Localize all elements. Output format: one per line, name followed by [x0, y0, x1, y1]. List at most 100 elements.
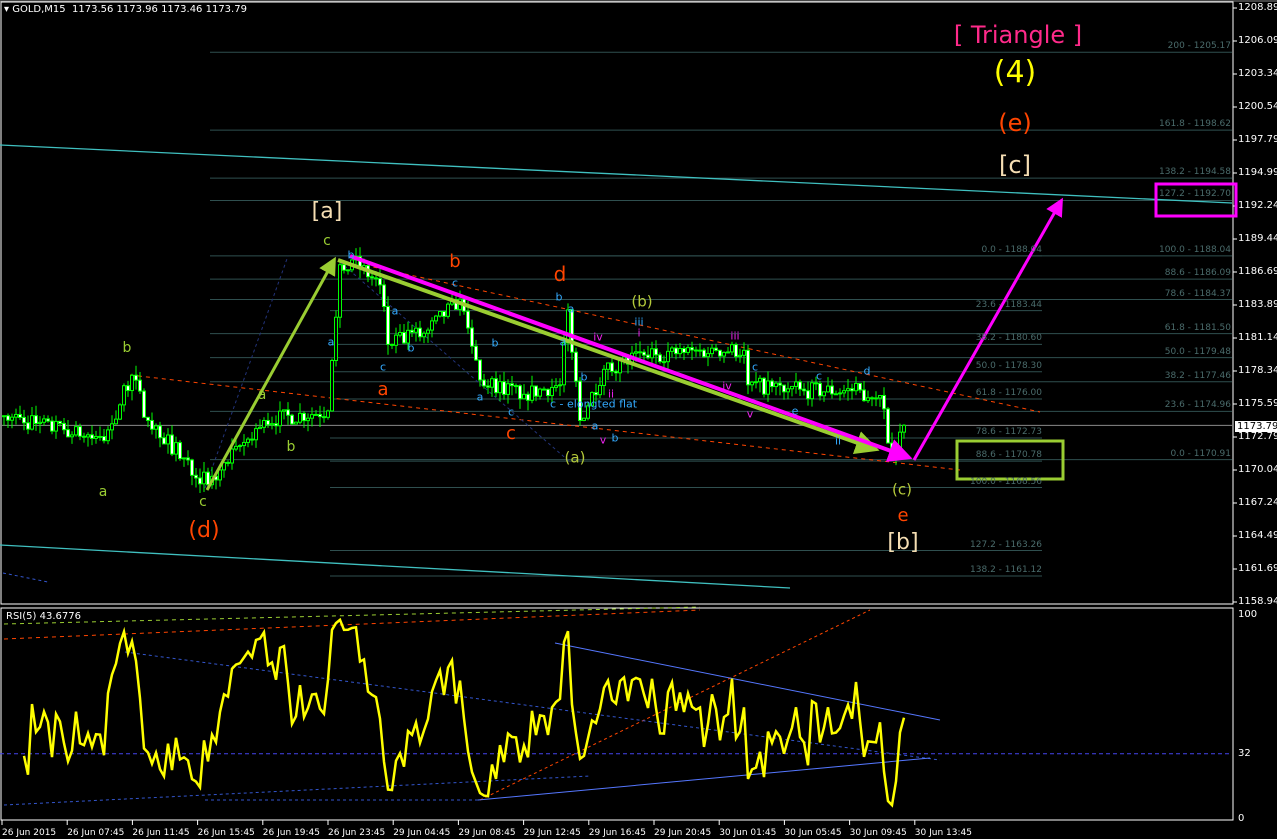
- candle: [394, 334, 398, 346]
- rsi-level-label: 32: [1238, 747, 1251, 759]
- channel-upper: [0, 144, 1233, 204]
- candle: [854, 382, 858, 392]
- price-tick-label: 1186.69: [1238, 266, 1277, 277]
- wave-label: (a): [564, 448, 586, 467]
- candle: [682, 348, 686, 353]
- wave-label: iii: [634, 315, 644, 329]
- wave-label: b: [286, 439, 296, 455]
- candle: [834, 393, 838, 396]
- candle: [66, 429, 70, 438]
- candle: [374, 277, 378, 280]
- wave-label: d: [863, 364, 871, 378]
- candle: [590, 392, 594, 407]
- support-box: [955, 439, 1065, 481]
- candle: [242, 441, 246, 447]
- candle: [690, 347, 694, 351]
- price-tick-label: 1200.54: [1238, 101, 1277, 112]
- candle: [174, 442, 178, 455]
- time-tick-label: 26 Jun 11:45: [132, 828, 190, 838]
- candle: [722, 351, 726, 357]
- candle: [74, 426, 78, 436]
- candle: [582, 417, 586, 421]
- candle: [646, 354, 650, 359]
- candle: [322, 416, 326, 419]
- candle: [78, 426, 82, 437]
- candle: [742, 349, 746, 356]
- candle: [882, 394, 886, 410]
- price-tick-label: 1189.44: [1238, 233, 1277, 244]
- candle: [550, 386, 554, 397]
- candle: [502, 381, 506, 395]
- fib-label: 0.0 - 1188.04: [981, 244, 1043, 255]
- wave-label: a: [476, 390, 484, 404]
- candle: [274, 423, 278, 427]
- fib-label: 78.6 - 1172.73: [975, 426, 1042, 437]
- fib-label: 61.8 - 1181.50: [1164, 322, 1231, 333]
- arrow-green-down: [337, 258, 880, 455]
- candle: [666, 350, 670, 363]
- wave-label: i: [637, 326, 641, 340]
- candle: [82, 435, 86, 438]
- candle: [430, 320, 434, 331]
- candle: [478, 359, 482, 381]
- wave-label: a: [391, 304, 399, 318]
- candle: [770, 380, 774, 388]
- candle: [838, 392, 842, 395]
- candle: [254, 428, 258, 441]
- candle: [562, 342, 566, 386]
- candle: [270, 423, 274, 426]
- time-tick-label: 26 Jun 07:45: [67, 828, 125, 838]
- candle: [386, 306, 390, 345]
- candle: [54, 420, 58, 432]
- wave-label: b: [122, 340, 132, 356]
- time-tick-label: 29 Jun 08:45: [458, 828, 516, 838]
- wave-label: c: [815, 369, 823, 383]
- fib-label: 0.0 - 1170.91: [1170, 448, 1232, 459]
- candle: [250, 438, 254, 441]
- symbol-label: GOLD,M15: [12, 4, 66, 15]
- candle: [10, 416, 14, 421]
- wave-label: c: [451, 276, 459, 290]
- candle: [114, 418, 118, 425]
- price-tick-label: 1170.04: [1238, 464, 1277, 475]
- candle: [814, 382, 818, 385]
- wave-label: a: [567, 302, 575, 316]
- candle: [30, 415, 34, 430]
- candle: [658, 354, 662, 363]
- candle: [498, 381, 502, 394]
- wave-label: b: [555, 290, 563, 304]
- candle: [230, 448, 234, 464]
- wave-label: c: [506, 423, 516, 444]
- ohlc-values: 1173.56 1173.96 1173.46 1173.79: [72, 4, 247, 15]
- candle: [662, 361, 666, 364]
- candle: [154, 425, 158, 430]
- candle: [490, 378, 494, 388]
- candle: [402, 332, 406, 344]
- candle: [314, 413, 318, 416]
- candle: [506, 383, 510, 395]
- candle: [286, 409, 290, 416]
- wave-label: e: [791, 404, 799, 418]
- candle: [610, 362, 614, 372]
- candle: [766, 380, 770, 395]
- fib-label: 23.6 - 1174.96: [1164, 400, 1231, 411]
- wave-label: ii: [834, 434, 842, 448]
- candle: [598, 384, 602, 396]
- time-tick-label: 30 Jun 13:45: [914, 828, 972, 838]
- time-tick-label: 30 Jun 01:45: [719, 828, 777, 838]
- price-tick-label: 1183.89: [1238, 299, 1277, 310]
- wave-label: c: [379, 360, 387, 374]
- candle: [446, 303, 450, 317]
- candle: [794, 381, 798, 387]
- candle: [642, 351, 646, 356]
- candle: [474, 345, 478, 361]
- candle: [902, 424, 906, 433]
- wave-label: [c]: [999, 151, 1031, 179]
- candle: [106, 429, 110, 442]
- candle: [138, 379, 142, 392]
- candle: [634, 351, 638, 354]
- trendline-dotted: [204, 255, 289, 489]
- wave-label: b: [347, 248, 355, 262]
- fib-label: 61.8 - 1176.00: [975, 388, 1042, 399]
